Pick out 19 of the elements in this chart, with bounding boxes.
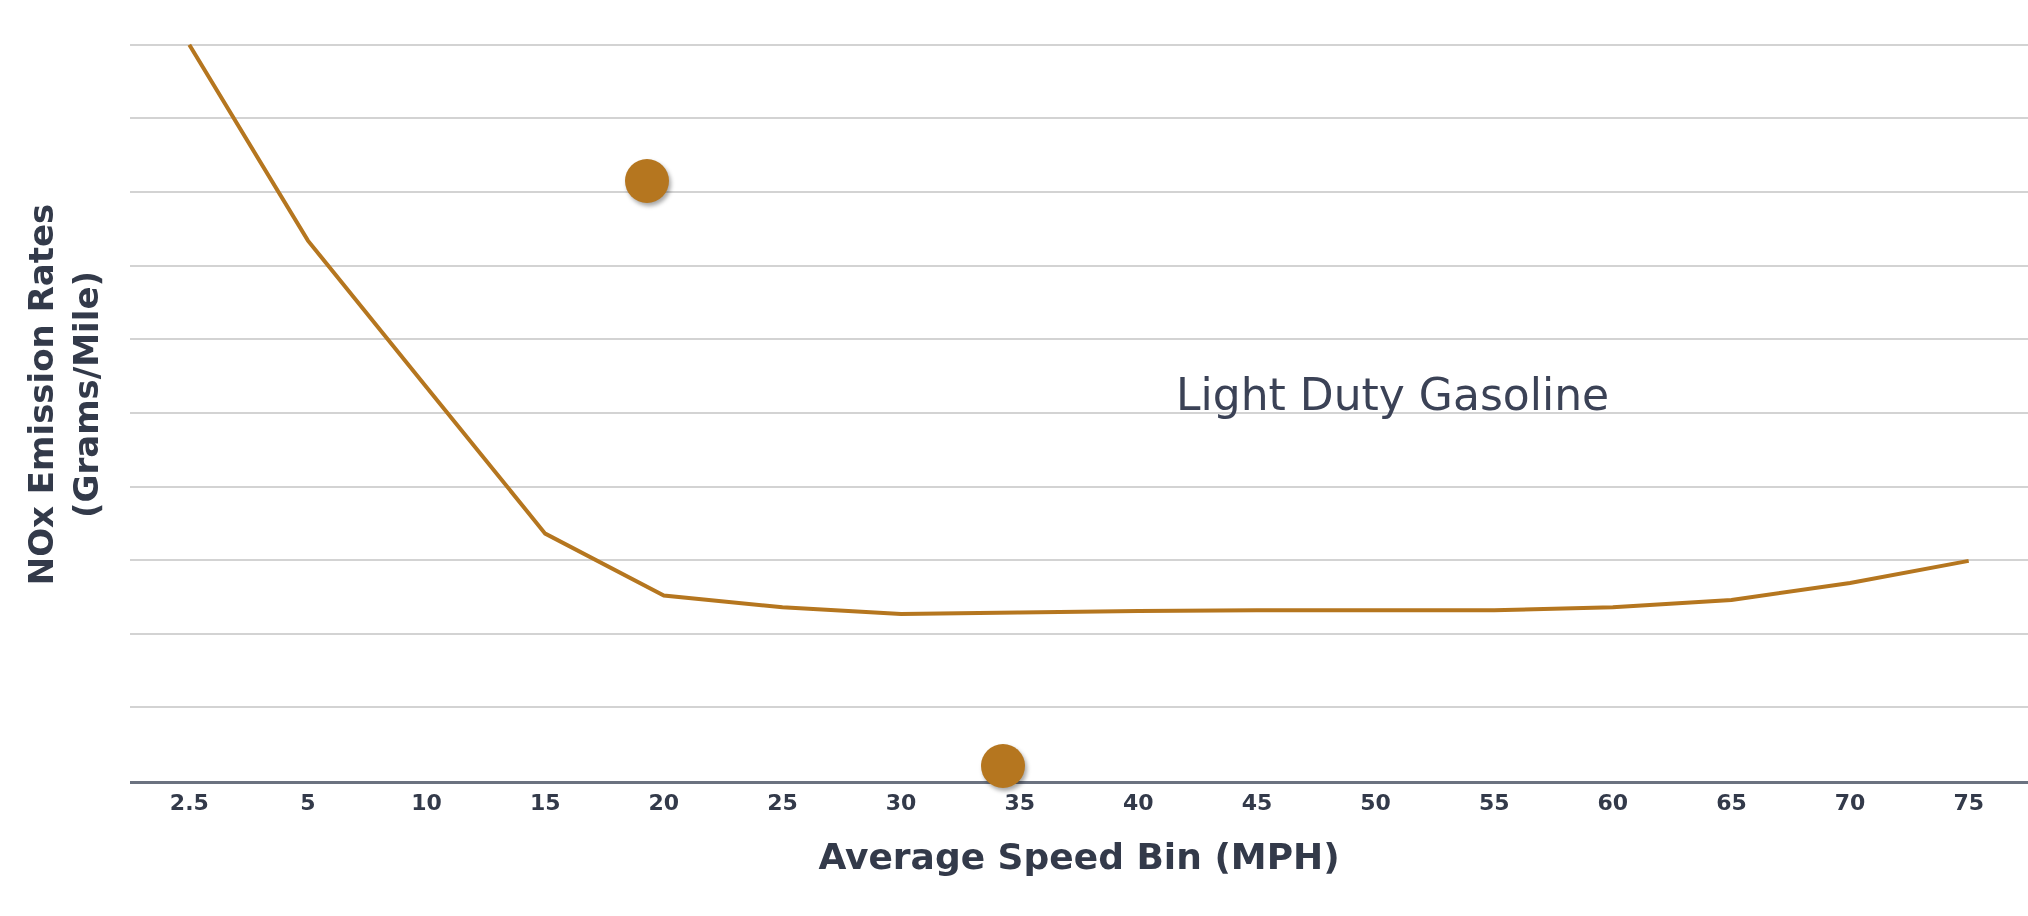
x-tick-label: 30 bbox=[885, 790, 917, 816]
x-tick-label: 65 bbox=[1716, 790, 1747, 816]
x-tick-label: 45 bbox=[1241, 790, 1273, 816]
y-axis-title: NOx Emission Rates (Grams/Mile) bbox=[21, 203, 106, 586]
x-tick-label: 75 bbox=[1953, 790, 1984, 816]
annotation: Light Duty Gasoline bbox=[1176, 369, 1610, 420]
x-tick-label: 10 bbox=[411, 790, 442, 816]
x-tick-label: 50 bbox=[1360, 790, 1391, 816]
x-axis-title: Average Speed Bin (MPH) bbox=[818, 836, 1340, 878]
x-tick-label: 55 bbox=[1478, 790, 1510, 816]
x-tick-label: 5 bbox=[300, 790, 316, 816]
x-tick-label: 15 bbox=[529, 790, 561, 816]
x-tick-label: 25 bbox=[767, 790, 798, 816]
x-tick-label: 20 bbox=[648, 790, 680, 816]
x-tick-label: 70 bbox=[1834, 790, 1866, 816]
x-tick-label: 40 bbox=[1123, 790, 1154, 816]
x-tick-label: 60 bbox=[1597, 790, 1629, 816]
x-tick-label: 2.5 bbox=[169, 790, 209, 816]
x-tick-label: 35 bbox=[1004, 790, 1035, 816]
